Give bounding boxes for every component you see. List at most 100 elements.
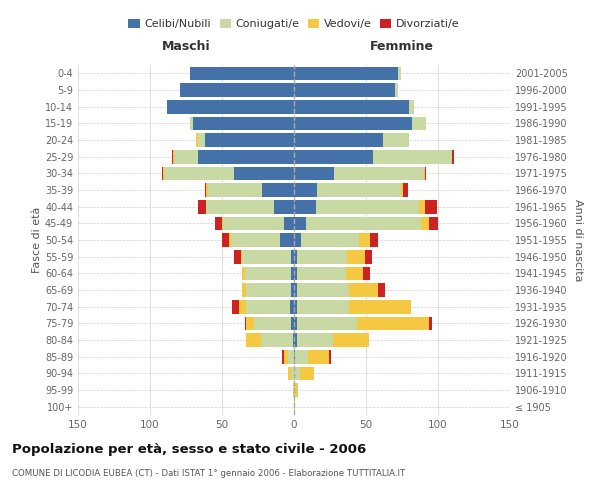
Bar — [300, 366, 314, 380]
Bar — [206, 183, 208, 197]
Bar — [175, 150, 197, 164]
Bar — [294, 283, 297, 297]
Bar — [215, 216, 222, 230]
Bar — [317, 183, 401, 197]
Bar — [172, 150, 173, 164]
Bar — [363, 266, 370, 280]
Bar — [245, 266, 291, 280]
Bar — [398, 66, 401, 80]
Bar — [233, 166, 294, 180]
Bar — [222, 233, 229, 247]
Bar — [293, 383, 294, 397]
Bar — [412, 116, 427, 130]
Bar — [284, 216, 294, 230]
Bar — [346, 266, 363, 280]
Text: Maschi: Maschi — [161, 40, 211, 54]
Bar — [245, 316, 247, 330]
Bar — [197, 150, 294, 164]
Y-axis label: Anni di nascita: Anni di nascita — [573, 198, 583, 281]
Bar — [297, 266, 346, 280]
Bar — [280, 233, 294, 247]
Bar — [247, 333, 261, 347]
Bar — [347, 250, 365, 264]
Bar — [294, 66, 398, 80]
Bar — [294, 200, 316, 213]
Bar — [223, 216, 284, 230]
Bar — [297, 316, 358, 330]
Bar — [206, 200, 274, 213]
Bar — [294, 183, 317, 197]
Bar — [274, 200, 294, 213]
Bar — [409, 100, 413, 114]
Y-axis label: Fasce di età: Fasce di età — [32, 207, 42, 273]
Bar — [297, 283, 349, 297]
Text: COMUNE DI LICODIA EUBEA (CT) - Dati ISTAT 1° gennaio 2006 - Elaborazione TUTTITA: COMUNE DI LICODIA EUBEA (CT) - Dati ISTA… — [12, 468, 405, 477]
Bar — [190, 116, 193, 130]
Bar — [377, 283, 385, 297]
Bar — [370, 233, 377, 247]
Bar — [294, 116, 412, 130]
Bar — [242, 250, 291, 264]
Bar — [297, 250, 347, 264]
Bar — [421, 216, 430, 230]
Bar — [222, 216, 223, 230]
Bar — [291, 250, 294, 264]
Bar — [430, 316, 432, 330]
Bar — [294, 150, 373, 164]
Bar — [294, 366, 300, 380]
Bar — [401, 183, 403, 197]
Bar — [294, 233, 301, 247]
Bar — [294, 316, 297, 330]
Bar — [291, 266, 294, 280]
Bar — [424, 166, 425, 180]
Bar — [229, 233, 230, 247]
Text: Femmine: Femmine — [370, 40, 434, 54]
Bar — [294, 400, 295, 413]
Bar — [294, 216, 305, 230]
Bar — [196, 133, 197, 147]
Bar — [294, 83, 395, 97]
Bar — [193, 116, 294, 130]
Bar — [261, 333, 293, 347]
Bar — [316, 200, 419, 213]
Bar — [395, 83, 398, 97]
Bar — [173, 150, 175, 164]
Bar — [301, 233, 359, 247]
Bar — [419, 200, 425, 213]
Bar — [291, 316, 294, 330]
Bar — [295, 350, 308, 364]
Bar — [308, 350, 329, 364]
Bar — [241, 250, 242, 264]
Legend: Celibi/Nubili, Coniugati/e, Vedovi/e, Divorziati/e: Celibi/Nubili, Coniugati/e, Vedovi/e, Di… — [124, 14, 464, 34]
Bar — [294, 100, 409, 114]
Bar — [329, 350, 331, 364]
Bar — [190, 66, 294, 80]
Bar — [294, 166, 334, 180]
Bar — [359, 233, 370, 247]
Bar — [163, 166, 164, 180]
Bar — [294, 333, 297, 347]
Bar — [288, 366, 291, 380]
Bar — [232, 300, 239, 314]
Bar — [297, 300, 349, 314]
Bar — [208, 183, 262, 197]
Bar — [430, 216, 438, 230]
Bar — [334, 166, 424, 180]
Bar — [180, 83, 294, 97]
Bar — [305, 216, 421, 230]
Bar — [288, 350, 294, 364]
Bar — [349, 300, 410, 314]
Bar — [262, 183, 294, 197]
Bar — [167, 100, 294, 114]
Bar — [233, 250, 241, 264]
Bar — [161, 166, 163, 180]
Bar — [205, 183, 206, 197]
Bar — [230, 233, 280, 247]
Bar — [254, 316, 291, 330]
Bar — [373, 150, 452, 164]
Bar — [197, 200, 206, 213]
Bar — [403, 183, 408, 197]
Text: Popolazione per età, sesso e stato civile - 2006: Popolazione per età, sesso e stato civil… — [12, 442, 366, 456]
Bar — [425, 166, 427, 180]
Bar — [383, 133, 409, 147]
